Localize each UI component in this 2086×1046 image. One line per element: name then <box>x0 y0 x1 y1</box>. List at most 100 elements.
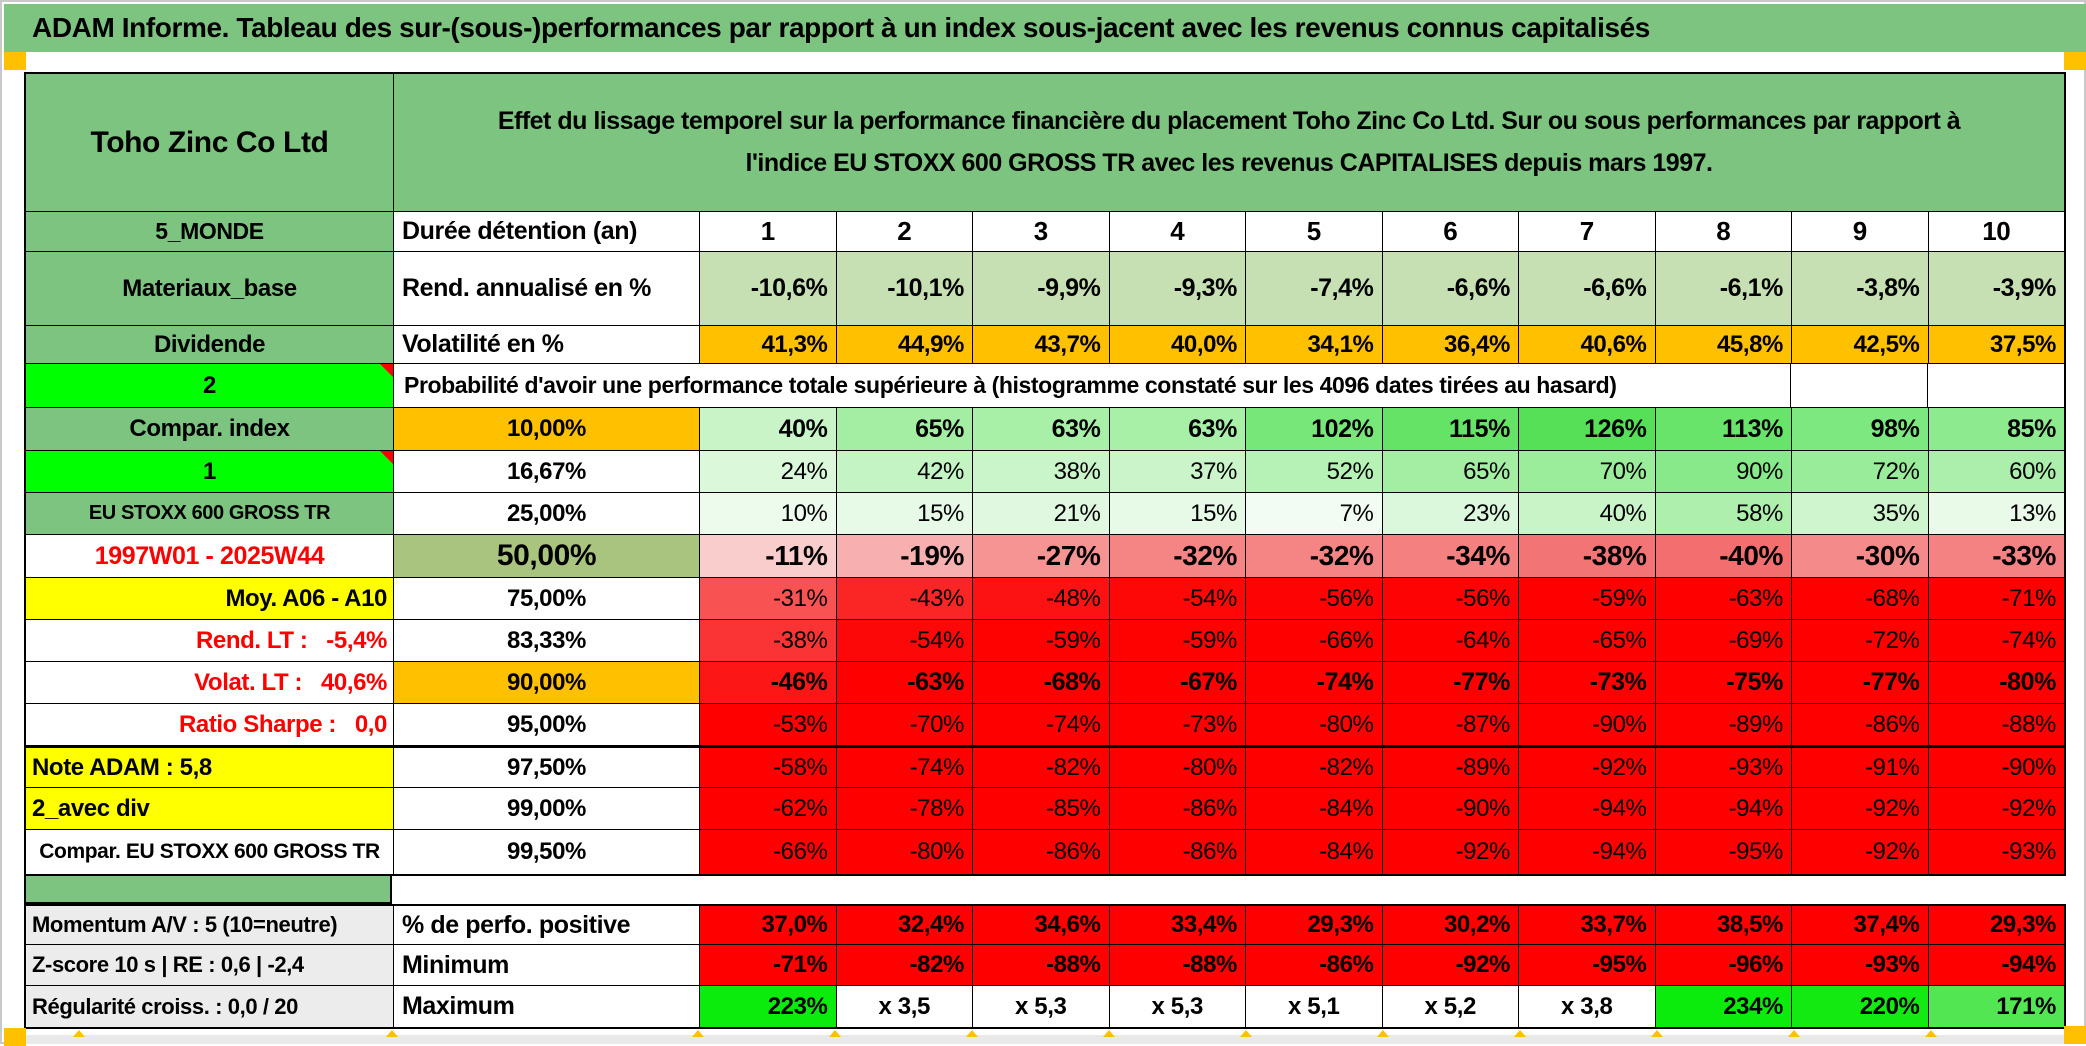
row-param: 83,33% <box>394 620 700 662</box>
data-cell: -38% <box>700 620 837 662</box>
row-label: 2 <box>26 364 394 408</box>
data-cell: -96% <box>1655 945 1792 986</box>
data-cell: -34% <box>1382 535 1519 578</box>
row-label: 1997W01 - 2025W44 <box>26 535 394 578</box>
data-cell: 85% <box>1928 408 2064 451</box>
data-cell: -6,1% <box>1655 252 1792 326</box>
data-cell: 126% <box>1519 408 1656 451</box>
data-cell: -74% <box>973 704 1110 746</box>
data-cell: 37% <box>1109 451 1246 493</box>
data-cell: -43% <box>836 578 973 620</box>
row-label-text: Z-score 10 s | RE : 0,6 | -2,4 <box>32 952 304 977</box>
data-cell: 234% <box>1655 986 1792 1027</box>
table-row: Compar. index 10,00% 40% 65% 63% 63% 102% 115% 1… <box>26 408 2064 451</box>
data-cell: -74% <box>1246 662 1383 704</box>
data-cell: 36,4% <box>1382 326 1519 364</box>
orange-column-mark <box>1788 1030 1800 1037</box>
orange-corner-marker <box>2064 52 2086 70</box>
data-cell: 40,0% <box>1109 326 1246 364</box>
data-cell: -62% <box>700 788 837 830</box>
table-row: Dividende Volatilité en % 41,3% 44,9% 43,7% 4… <box>26 326 2064 364</box>
data-cell: 33,7% <box>1519 906 1656 945</box>
row-label: Dividende <box>26 326 394 364</box>
data-cell: 29,3% <box>1246 906 1383 945</box>
row-label-text: Momentum A/V : 5 (10=neutre) <box>32 912 338 937</box>
data-cell: 37,0% <box>700 906 837 945</box>
data-cell: x 5,2 <box>1382 986 1519 1027</box>
data-cell: 29,3% <box>1928 906 2064 945</box>
data-cell: 65% <box>1382 451 1519 493</box>
comment-marker-icon <box>380 451 393 464</box>
table-row: Rend. LT : -5,4% 83,33% -38% -54% -59% -59% -6… <box>26 620 2064 662</box>
data-cell: -94% <box>1519 830 1656 874</box>
row-param: 50,00% <box>394 535 700 578</box>
data-cell: 40,6% <box>1519 326 1656 364</box>
data-cell: -82% <box>836 945 973 986</box>
row-label-text: Régularité croiss. : 0,0 / 20 <box>32 993 298 1019</box>
data-cell: 30,2% <box>1382 906 1519 945</box>
data-cell: 38,5% <box>1655 906 1792 945</box>
data-cell: -3,9% <box>1928 252 2064 326</box>
data-cell: -73% <box>1109 704 1246 746</box>
data-cell: -54% <box>1109 578 1246 620</box>
data-cell: -31% <box>700 578 837 620</box>
table-description: Effet du lissage temporel sur la perform… <box>394 74 2064 212</box>
row-label: Rend. LT : -5,4% <box>26 620 394 662</box>
data-cell: -77% <box>1792 662 1929 704</box>
table-row: 2 Probabilité d'avoir une performance tot… <box>26 364 2064 408</box>
row-label-text: Dividende <box>153 330 266 358</box>
data-cell: x 5,3 <box>1109 986 1246 1027</box>
row-label: Z-score 10 s | RE : 0,6 | -2,4 <box>26 945 394 986</box>
row-label-text: 5_MONDE <box>155 218 264 244</box>
data-cell: -59% <box>1519 578 1656 620</box>
data-cell: 72% <box>1792 451 1929 493</box>
row-label-text: Volat. LT : 40,6% <box>194 668 387 696</box>
row-label-text: Ratio Sharpe : 0,0 <box>178 710 387 738</box>
data-cell: x 5,1 <box>1246 986 1383 1027</box>
data-cell: -95% <box>1519 945 1656 986</box>
data-cell: -7,4% <box>1246 252 1383 326</box>
data-cell: 35% <box>1792 493 1929 535</box>
data-cell: 70% <box>1519 451 1656 493</box>
row-param: Volatilité en % <box>394 326 700 364</box>
column-header: 4 <box>1109 212 1246 252</box>
data-cell: -78% <box>836 788 973 830</box>
row-param: 97,50% <box>394 748 700 788</box>
column-header: 5 <box>1246 212 1383 252</box>
row-label-text: Compar. EU STOXX 600 GROSS TR <box>39 840 380 863</box>
data-cell: -89% <box>1655 704 1792 746</box>
row-label-text: EU STOXX 600 GROSS TR <box>88 502 331 524</box>
summary-table: Momentum A/V : 5 (10=neutre) % de perfo. … <box>24 904 2066 1029</box>
data-cell: 44,9% <box>836 326 973 364</box>
data-cell: -82% <box>973 748 1110 788</box>
data-cell: 52% <box>1246 451 1383 493</box>
row-param: 90,00% <box>394 662 700 704</box>
row-param: Minimum <box>394 945 700 986</box>
data-cell: -88% <box>1928 704 2064 746</box>
data-cell: -92% <box>1792 788 1929 830</box>
table-row: 1997W01 - 2025W44 50,00% -11% -19% -27% -32% -… <box>26 535 2064 578</box>
data-cell: 45,8% <box>1655 326 1792 364</box>
row-label-text: Compar. index <box>129 415 290 442</box>
data-cell: -63% <box>836 662 973 704</box>
row-label: Volat. LT : 40,6% <box>26 662 394 704</box>
data-cell: -69% <box>1655 620 1792 662</box>
table-row: Z-score 10 s | RE : 0,6 | -2,4 Minimum -71… <box>26 945 2064 986</box>
column-header: 2 <box>836 212 973 252</box>
data-cell: 42,5% <box>1792 326 1929 364</box>
bottom-scrollbar-area[interactable] <box>4 1035 2086 1044</box>
data-cell: -90% <box>1928 748 2064 788</box>
data-cell: 33,4% <box>1109 906 1246 945</box>
data-cell: -80% <box>1109 748 1246 788</box>
data-cell: -38% <box>1519 535 1656 578</box>
orange-column-mark <box>1377 1030 1389 1037</box>
data-cell: -94% <box>1928 945 2064 986</box>
description-line-2: l'indice EU STOXX 600 GROSS TR avec les … <box>745 148 1713 177</box>
table-row: 2_avec div 99,00% -62% -78% -85% -86% -84% -90%… <box>26 788 2064 830</box>
data-cell: -71% <box>1928 578 2064 620</box>
row-label-text: Materiaux_base <box>122 274 297 302</box>
orange-column-mark <box>692 1030 704 1037</box>
row-label: Régularité croiss. : 0,0 / 20 <box>26 986 394 1027</box>
data-cell: -66% <box>700 830 837 874</box>
data-cell: -84% <box>1246 788 1383 830</box>
